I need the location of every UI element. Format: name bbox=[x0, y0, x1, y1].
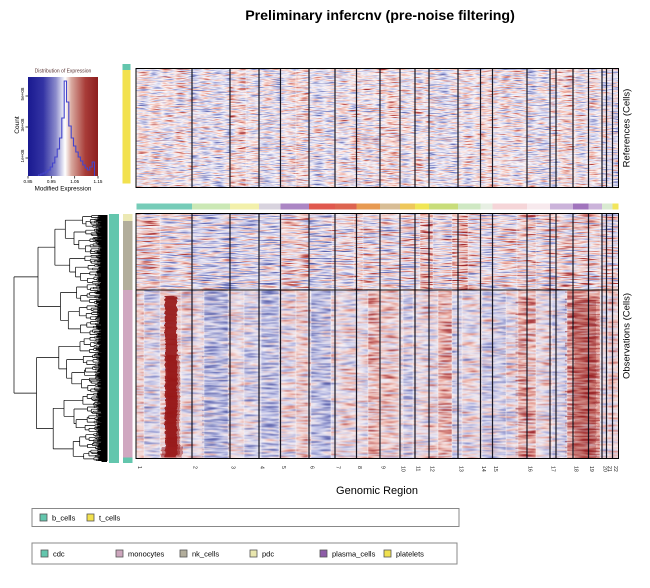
svg-text:plasma_cells: plasma_cells bbox=[332, 550, 376, 559]
svg-text:5: 5 bbox=[280, 466, 286, 469]
svg-text:9: 9 bbox=[380, 466, 386, 469]
svg-text:17: 17 bbox=[550, 466, 556, 472]
svg-text:13: 13 bbox=[458, 466, 464, 472]
svg-text:22: 22 bbox=[612, 466, 618, 472]
svg-text:t_cells: t_cells bbox=[99, 514, 121, 523]
svg-text:1e+08: 1e+08 bbox=[20, 149, 25, 162]
svg-text:pdc: pdc bbox=[262, 550, 274, 559]
svg-text:Genomic Region: Genomic Region bbox=[336, 485, 418, 497]
svg-text:1.05: 1.05 bbox=[70, 179, 79, 184]
svg-text:8: 8 bbox=[356, 466, 362, 469]
svg-text:19: 19 bbox=[588, 466, 594, 472]
svg-text:0.95: 0.95 bbox=[47, 179, 56, 184]
svg-text:cdc: cdc bbox=[53, 550, 65, 559]
svg-text:b_cells: b_cells bbox=[52, 514, 76, 523]
svg-text:18: 18 bbox=[573, 466, 579, 472]
svg-text:5e+08: 5e+08 bbox=[20, 87, 25, 100]
svg-text:10: 10 bbox=[400, 466, 406, 472]
svg-text:7: 7 bbox=[335, 466, 341, 469]
svg-text:1.15: 1.15 bbox=[94, 179, 103, 184]
svg-text:11: 11 bbox=[415, 466, 421, 471]
svg-text:Distribution of Expression: Distribution of Expression bbox=[35, 69, 92, 75]
svg-text:15: 15 bbox=[492, 466, 498, 472]
svg-text:21: 21 bbox=[606, 466, 612, 472]
svg-text:14: 14 bbox=[480, 466, 486, 472]
svg-text:References (Cells): References (Cells) bbox=[622, 89, 633, 168]
svg-text:monocytes: monocytes bbox=[128, 550, 165, 559]
svg-text:Modified Expression: Modified Expression bbox=[35, 186, 92, 193]
svg-text:2: 2 bbox=[192, 466, 198, 469]
svg-text:Preliminary infercnv (pre-nois: Preliminary infercnv (pre-noise filterin… bbox=[245, 8, 515, 24]
svg-text:1: 1 bbox=[136, 466, 142, 469]
svg-text:16: 16 bbox=[527, 466, 533, 472]
svg-text:platelets: platelets bbox=[396, 550, 424, 559]
svg-text:4: 4 bbox=[259, 466, 265, 469]
svg-text:Observations (Cells): Observations (Cells) bbox=[622, 293, 633, 379]
svg-text:0.85: 0.85 bbox=[24, 179, 33, 184]
svg-text:20: 20 bbox=[602, 466, 608, 472]
svg-text:3: 3 bbox=[230, 466, 236, 469]
svg-text:6: 6 bbox=[309, 466, 315, 469]
svg-text:Count: Count bbox=[14, 116, 21, 134]
svg-text:3e+08: 3e+08 bbox=[20, 118, 25, 131]
svg-text:nk_cells: nk_cells bbox=[192, 550, 219, 559]
svg-text:12: 12 bbox=[429, 466, 435, 472]
